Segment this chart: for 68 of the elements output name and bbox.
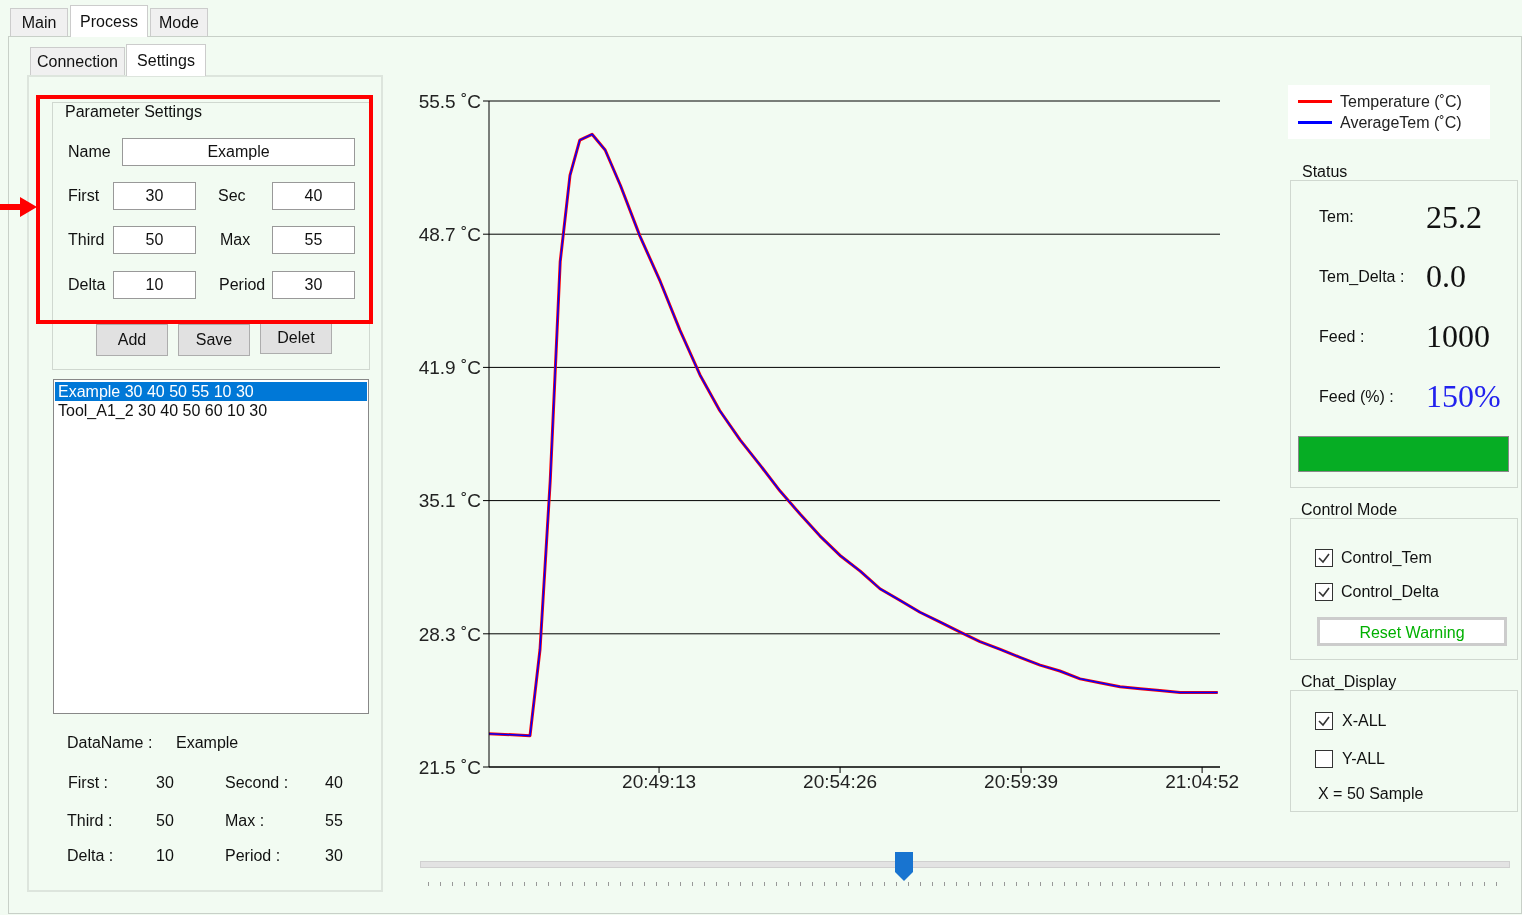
text: 30 <box>156 773 174 793</box>
text: First : <box>68 773 108 793</box>
text: 25.2 <box>1426 198 1482 237</box>
text: Second : <box>225 773 289 793</box>
text: Example <box>176 733 239 753</box>
text: 55 <box>272 226 355 254</box>
text: Settings <box>126 44 206 76</box>
text: Example 30 40 50 55 10 30 <box>55 382 367 401</box>
text: Sec <box>218 186 246 206</box>
text: 10 <box>156 846 174 866</box>
y-tick-label: 21.5 ˚C <box>418 756 481 778</box>
y-tick-label: 35.1 ˚C <box>418 490 481 512</box>
text: Parameter Settings <box>65 102 202 122</box>
legend-label: AverageTem (˚C) <box>1339 112 1463 133</box>
text: Main <box>10 8 68 36</box>
text: Max <box>220 230 251 250</box>
text: Max : <box>225 811 265 831</box>
text: 40 <box>325 773 343 793</box>
text: Feed (%) : <box>1319 387 1394 407</box>
y-tick-label: 55.5 ˚C <box>418 90 481 112</box>
text: 30 <box>325 846 343 866</box>
text: DataName : <box>67 733 153 753</box>
text: 55 <box>325 811 343 831</box>
text: 10 <box>113 271 196 299</box>
text: X = 50 Sample <box>1318 784 1424 804</box>
text: First <box>68 186 100 206</box>
x-tick-label: 20:54:26 <box>803 771 878 793</box>
text: Name <box>68 142 111 162</box>
text: Third <box>68 230 105 250</box>
text: Third : <box>67 811 113 831</box>
text: Control_Tem <box>1341 548 1432 568</box>
x-tick-label: 20:49:13 <box>622 771 697 793</box>
text: Mode <box>150 8 208 36</box>
text: Connection <box>30 47 125 75</box>
text: Feed : <box>1319 327 1365 347</box>
text: Status <box>1302 162 1348 182</box>
y-tick-label: 48.7 ˚C <box>418 223 481 245</box>
text: 1000 <box>1426 317 1490 356</box>
text: 150% <box>1426 377 1501 416</box>
text: 30 <box>272 271 355 299</box>
text: Delta : <box>67 846 114 866</box>
text: Delet <box>260 322 332 354</box>
text: Period : <box>225 846 281 866</box>
y-tick-label: 28.3 ˚C <box>418 623 481 645</box>
x-tick-label: 21:04:52 <box>1165 771 1240 793</box>
text: Tem: <box>1319 207 1354 227</box>
text: 40 <box>272 182 355 210</box>
legend-label: Temperature (˚C) <box>1339 91 1463 112</box>
text: Chat_Display <box>1301 672 1397 692</box>
text: Tool_A1_2 30 40 50 60 10 30 <box>58 401 268 421</box>
text: Delta <box>68 275 106 295</box>
text: Period <box>219 275 266 295</box>
text: 50 <box>156 811 174 831</box>
text: Add <box>96 324 168 356</box>
text: Example <box>122 138 355 166</box>
text: Control_Delta <box>1341 582 1439 602</box>
text: Reset Warning <box>1317 617 1507 646</box>
text: 0.0 <box>1426 257 1466 296</box>
text: Process <box>70 5 148 37</box>
text: Tem_Delta : <box>1319 267 1405 287</box>
text: Control Mode <box>1301 500 1398 520</box>
text: Y-ALL <box>1342 749 1385 769</box>
text: X-ALL <box>1342 711 1387 731</box>
y-tick-label: 41.9 ˚C <box>418 357 481 379</box>
x-tick-label: 20:59:39 <box>984 771 1059 793</box>
text: Save <box>178 324 250 356</box>
text: 50 <box>113 226 196 254</box>
text: 30 <box>113 182 196 210</box>
